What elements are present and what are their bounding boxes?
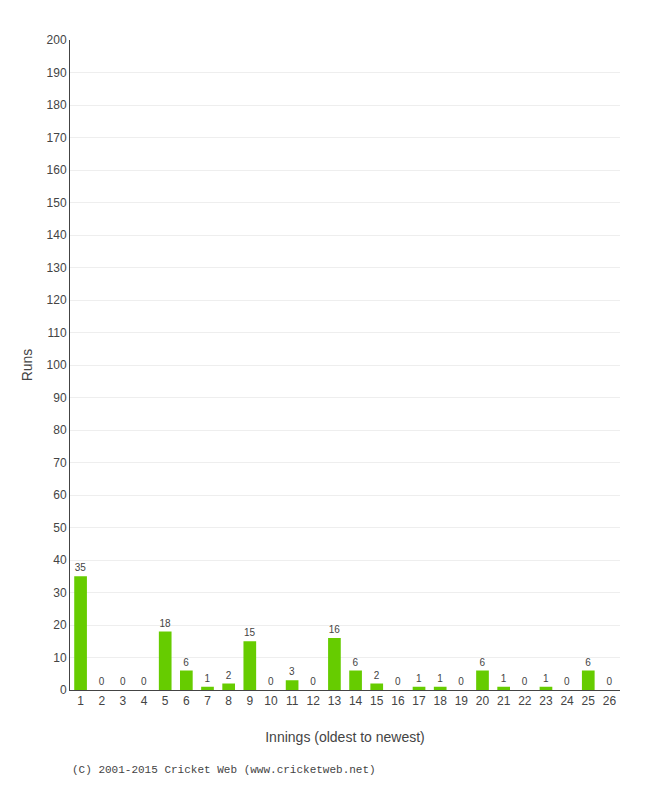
svg-text:35: 35: [75, 562, 87, 573]
svg-text:70: 70: [53, 456, 67, 470]
svg-text:80: 80: [53, 423, 67, 437]
svg-text:170: 170: [47, 131, 67, 145]
svg-text:6: 6: [480, 657, 486, 668]
svg-text:9: 9: [246, 694, 253, 708]
svg-text:120: 120: [47, 293, 67, 307]
svg-text:60: 60: [53, 488, 67, 502]
svg-text:130: 130: [47, 261, 67, 275]
svg-text:6: 6: [353, 657, 359, 668]
svg-text:15: 15: [244, 627, 256, 638]
svg-text:13: 13: [328, 694, 342, 708]
svg-text:2: 2: [374, 670, 380, 681]
svg-text:3: 3: [289, 666, 295, 677]
svg-text:0: 0: [60, 683, 67, 697]
svg-text:Innings (oldest to newest): Innings (oldest to newest): [265, 729, 425, 745]
svg-text:160: 160: [47, 163, 67, 177]
svg-text:12: 12: [307, 694, 321, 708]
svg-text:16: 16: [391, 694, 405, 708]
svg-text:0: 0: [268, 676, 274, 687]
svg-text:1: 1: [77, 694, 84, 708]
svg-text:8: 8: [225, 694, 232, 708]
svg-text:4: 4: [141, 694, 148, 708]
svg-text:40: 40: [53, 553, 67, 567]
svg-text:20: 20: [476, 694, 490, 708]
svg-text:19: 19: [455, 694, 469, 708]
svg-text:90: 90: [53, 391, 67, 405]
svg-text:17: 17: [412, 694, 426, 708]
svg-text:1: 1: [543, 673, 549, 684]
svg-text:0: 0: [99, 676, 105, 687]
svg-text:2: 2: [226, 670, 232, 681]
svg-text:0: 0: [120, 676, 126, 687]
svg-text:0: 0: [141, 676, 147, 687]
svg-text:22: 22: [518, 694, 532, 708]
svg-text:25: 25: [582, 694, 596, 708]
svg-text:0: 0: [522, 676, 528, 687]
svg-text:0: 0: [606, 676, 612, 687]
svg-text:190: 190: [47, 66, 67, 80]
svg-text:11: 11: [286, 694, 299, 708]
svg-text:18: 18: [159, 618, 171, 629]
svg-text:(C) 2001-2015 Cricket Web (www: (C) 2001-2015 Cricket Web (www.cricketwe…: [72, 764, 376, 776]
svg-text:1: 1: [416, 673, 422, 684]
svg-text:30: 30: [53, 586, 67, 600]
svg-text:150: 150: [47, 196, 67, 210]
svg-text:5: 5: [162, 694, 169, 708]
svg-text:Runs: Runs: [19, 349, 35, 382]
svg-text:15: 15: [370, 694, 384, 708]
svg-text:26: 26: [603, 694, 617, 708]
svg-text:16: 16: [329, 624, 341, 635]
svg-text:2: 2: [98, 694, 105, 708]
svg-text:18: 18: [434, 694, 448, 708]
svg-text:14: 14: [349, 694, 363, 708]
svg-text:6: 6: [183, 657, 189, 668]
svg-text:7: 7: [204, 694, 211, 708]
svg-text:100: 100: [47, 358, 67, 372]
svg-text:0: 0: [458, 676, 464, 687]
svg-text:23: 23: [539, 694, 553, 708]
svg-text:1: 1: [501, 673, 507, 684]
svg-text:50: 50: [53, 521, 67, 535]
svg-text:6: 6: [585, 657, 591, 668]
svg-text:10: 10: [264, 694, 278, 708]
svg-text:200: 200: [47, 33, 67, 47]
svg-text:6: 6: [183, 694, 190, 708]
svg-text:180: 180: [47, 98, 67, 112]
svg-text:1: 1: [205, 673, 211, 684]
svg-text:110: 110: [47, 326, 66, 340]
svg-text:3: 3: [120, 694, 127, 708]
svg-text:0: 0: [564, 676, 570, 687]
svg-text:0: 0: [395, 676, 401, 687]
svg-text:10: 10: [53, 651, 67, 665]
svg-text:21: 21: [497, 694, 511, 708]
svg-text:140: 140: [47, 228, 67, 242]
svg-text:24: 24: [560, 694, 574, 708]
svg-text:0: 0: [310, 676, 316, 687]
svg-text:20: 20: [53, 618, 67, 632]
svg-text:1: 1: [437, 673, 443, 684]
